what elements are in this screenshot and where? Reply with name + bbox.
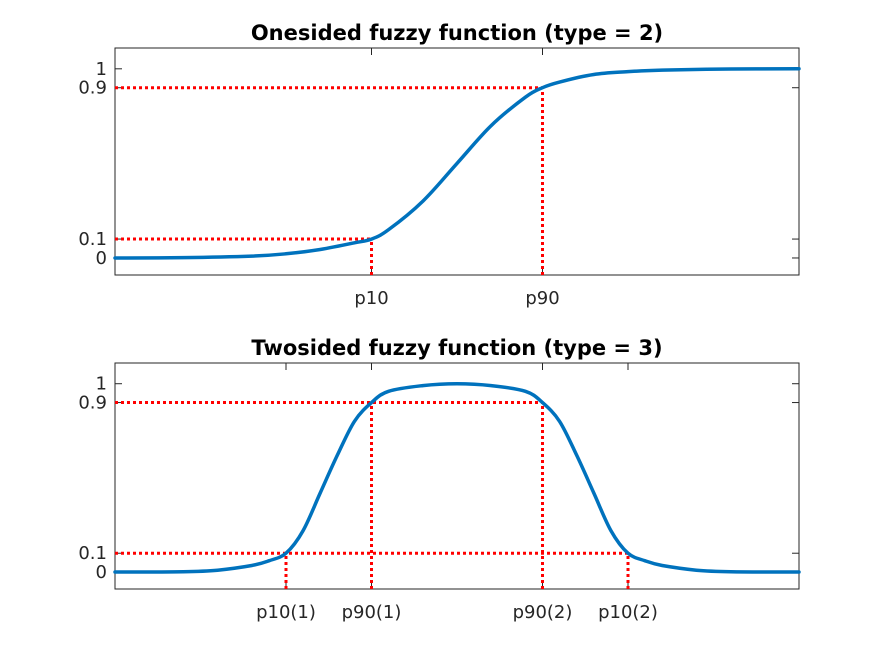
x-tick-label: p10(1) xyxy=(256,602,316,623)
y-tick-label: 0.1 xyxy=(78,229,107,250)
onesided-chart: Onesided fuzzy function (type = 2) 00.1 0… xyxy=(78,21,801,309)
chart-title: Twosided fuzzy function (type = 3) xyxy=(251,336,662,360)
y-tick-label: 0.9 xyxy=(78,393,107,414)
chart-title: Onesided fuzzy function (type = 2) xyxy=(251,21,663,45)
x-tick-label: p90 xyxy=(525,288,559,309)
y-tick-label: 1 xyxy=(96,374,107,395)
y-tick-label: 1 xyxy=(96,59,107,80)
series-line xyxy=(113,67,801,260)
x-tick-label: p90(1) xyxy=(342,602,402,623)
x-tick-label: p90(2) xyxy=(513,602,573,623)
x-tick-label: p10 xyxy=(354,288,388,309)
plot-area xyxy=(114,362,800,590)
x-tick-label: p10(2) xyxy=(598,602,658,623)
y-tick-label: 0 xyxy=(96,248,107,269)
y-tick-label: 0.1 xyxy=(78,543,107,564)
y-tick-label: 0.9 xyxy=(78,78,107,99)
y-tick-label: 0 xyxy=(96,562,107,583)
twosided-chart: Twosided fuzzy function (type = 3) 00.1 0… xyxy=(78,336,801,623)
series-line xyxy=(113,381,801,574)
